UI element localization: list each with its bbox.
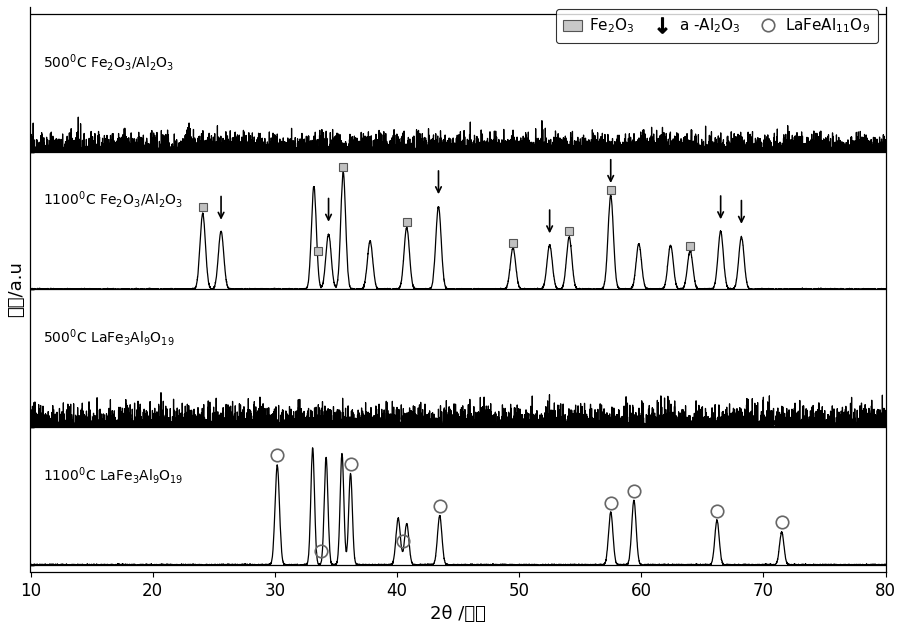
- X-axis label: 2θ /角度: 2θ /角度: [429, 605, 485, 623]
- Y-axis label: 强度/a.u: 强度/a.u: [7, 261, 25, 318]
- Text: 1100$^0$C Fe$_2$O$_3$/Al$_2$O$_3$: 1100$^0$C Fe$_2$O$_3$/Al$_2$O$_3$: [42, 189, 183, 210]
- Text: 500$^0$C LaFe$_3$Al$_9$O$_{19}$: 500$^0$C LaFe$_3$Al$_9$O$_{19}$: [42, 327, 174, 348]
- Text: 1100$^0$C LaFe$_3$Al$_9$O$_{19}$: 1100$^0$C LaFe$_3$Al$_9$O$_{19}$: [42, 465, 183, 486]
- Text: 500$^0$C Fe$_2$O$_3$/Al$_2$O$_3$: 500$^0$C Fe$_2$O$_3$/Al$_2$O$_3$: [42, 52, 174, 72]
- Legend: Fe$_2$O$_3$, a -Al$_2$O$_3$, LaFeAl$_{11}$O$_9$: Fe$_2$O$_3$, a -Al$_2$O$_3$, LaFeAl$_{11…: [555, 9, 877, 43]
